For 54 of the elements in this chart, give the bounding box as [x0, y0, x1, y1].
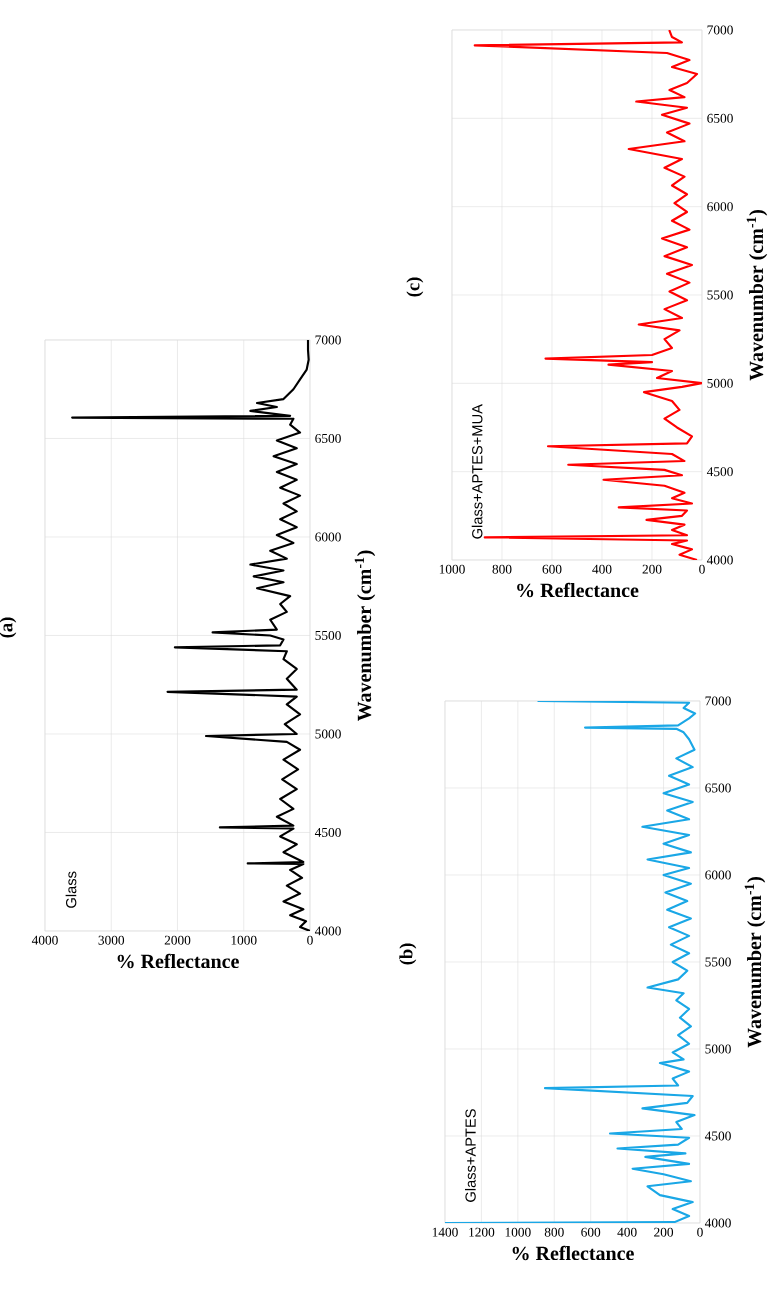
- y-tick-label: 4500: [704, 1131, 731, 1141]
- annotation: Glass+APTES: [465, 1109, 476, 1202]
- x-axis-title: % Reflectance: [512, 1245, 634, 1261]
- y-tick-label: 7000: [315, 335, 341, 345]
- y-axis-title: Wavenumber (cm$^{-1}$): [746, 210, 768, 381]
- y-tick-label: 4000: [704, 1218, 731, 1228]
- y-tick-label: 5000: [707, 378, 733, 388]
- y-tick-label: 4500: [314, 827, 341, 837]
- y-tick-label: 6000: [707, 202, 733, 212]
- y-tick-label: 5000: [705, 1044, 731, 1054]
- y-tick-label: 5500: [705, 957, 731, 967]
- x-tick-label: 200: [642, 564, 662, 574]
- text: (c): [406, 277, 424, 297]
- y-tick-label: 6000: [705, 870, 731, 880]
- x-tick-label: 200: [654, 1227, 674, 1237]
- y-tick-label: 6000: [315, 532, 341, 542]
- x-tick-label: 3000: [98, 935, 125, 945]
- x-tick-label: 0: [697, 1227, 703, 1237]
- x-tick-label: 1000: [231, 935, 257, 945]
- line-series: [444, 700, 697, 1223]
- y-axis-title: Wavenumber (cm$^{-1}$): [744, 877, 766, 1048]
- x-tick-label: 600: [542, 564, 562, 574]
- y-axis-title: Wavenumber (cm$^{-1}$): [354, 550, 376, 722]
- y-tick-label: 4000: [706, 555, 733, 565]
- x-tick-label: 0: [699, 564, 705, 574]
- x-tick-label: 400: [617, 1227, 637, 1237]
- x-tick-label: 1000: [439, 564, 465, 574]
- y-tick-label: 5000: [315, 729, 341, 739]
- text: (b): [399, 943, 417, 965]
- y-tick-label: 4500: [706, 467, 733, 477]
- x-tick-label: 800: [492, 564, 512, 574]
- y-tick-label: 5500: [707, 290, 733, 300]
- x-tick-label: 400: [592, 564, 612, 574]
- y-tick-label: 6500: [315, 433, 341, 443]
- x-axis-title: % Reflectance: [517, 582, 639, 598]
- y-tick-label: 5500: [315, 630, 341, 640]
- x-tick-label: 1200: [469, 1227, 495, 1237]
- annotation: Glass+APTES+MUA: [471, 404, 483, 539]
- x-tick-label: 1400: [432, 1227, 458, 1237]
- annotation: Glass: [65, 871, 77, 908]
- x-axis-title: % Reflectance: [117, 953, 239, 969]
- y-tick-label: 7000: [705, 696, 731, 706]
- text: (a): [0, 617, 17, 638]
- x-tick-label: 600: [581, 1227, 601, 1237]
- x-tick-label: 2000: [164, 935, 191, 945]
- y-tick-label: 6500: [707, 113, 733, 123]
- x-tick-label: 1000: [505, 1227, 531, 1237]
- y-tick-label: 4000: [314, 926, 341, 936]
- line-series: [473, 29, 702, 560]
- x-tick-label: 800: [544, 1227, 564, 1237]
- y-tick-label: 6500: [705, 783, 731, 793]
- x-tick-label: 0: [307, 935, 313, 945]
- y-tick-label: 7000: [707, 25, 733, 35]
- x-tick-label: 4000: [31, 935, 58, 945]
